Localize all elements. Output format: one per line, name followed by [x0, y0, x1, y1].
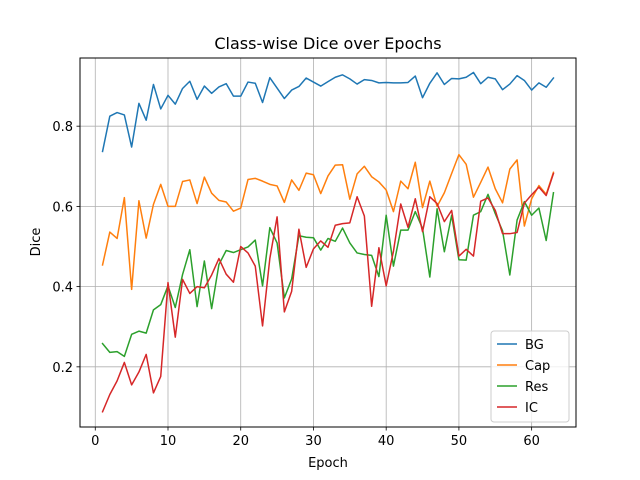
- plot-area-frame: [79, 57, 577, 428]
- series-line-cap: [101, 153, 555, 291]
- y-axis-label: Dice: [29, 228, 44, 257]
- x-axis-label: Epoch: [308, 456, 348, 471]
- legend: BG Cap Res IC: [490, 330, 570, 423]
- x-tick-label: 10: [160, 434, 177, 449]
- x-tick-label: 0: [91, 434, 99, 449]
- x-tick-label: 20: [232, 434, 249, 449]
- series-line-res: [101, 191, 555, 358]
- x-tick-label: 60: [523, 434, 540, 449]
- chart-title: Class-wise Dice over Epochs: [214, 34, 441, 53]
- y-tick-label: 0.8: [52, 120, 73, 135]
- axis-ticks: 0 10 20 30 40 50 60 0.2 0.4 0.6 0.8: [52, 120, 540, 449]
- legend-box: [490, 330, 570, 423]
- series-line-ic: [101, 172, 555, 413]
- legend-label-cap: Cap: [525, 359, 550, 374]
- legend-label-res: Res: [525, 380, 548, 395]
- x-tick-label: 40: [378, 434, 395, 449]
- y-tick-label: 0.6: [52, 200, 73, 215]
- x-tick-label: 30: [305, 434, 322, 449]
- legend-label-bg: BG: [525, 338, 544, 353]
- legend-label-ic: IC: [525, 401, 538, 416]
- series-group: [101, 71, 555, 413]
- x-tick-label: 50: [451, 434, 468, 449]
- y-tick-label: 0.4: [52, 281, 73, 296]
- series-line-bg: [101, 71, 555, 153]
- y-tick-label: 0.2: [52, 361, 73, 376]
